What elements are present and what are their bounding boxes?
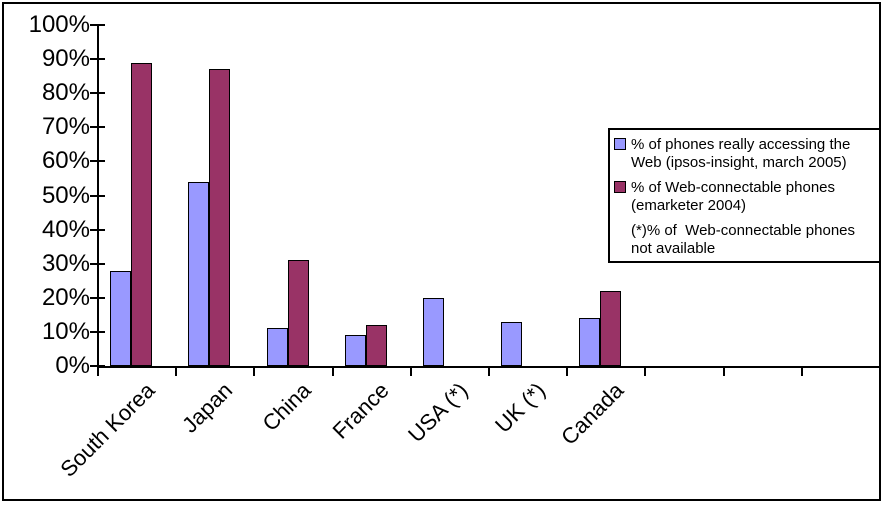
y-axis-tick-label: 10% (41, 317, 90, 345)
y-axis-tick-label: 50% (41, 181, 90, 209)
y-axis-tick (90, 92, 105, 95)
y-axis-tick (90, 228, 105, 231)
y-axis-tick (90, 365, 105, 367)
x-axis-tick (879, 368, 881, 376)
x-axis (97, 366, 881, 368)
legend-label: (*)% of Web-connectable phones not avail… (631, 222, 860, 257)
y-axis-tick-label: 30% (41, 249, 90, 277)
x-axis-tick (566, 368, 569, 376)
y-axis-tick (90, 330, 105, 333)
bar-series1-france (344, 335, 366, 366)
legend-label: % of Web-connectable phones (emarketer 2… (631, 179, 840, 214)
legend: % of phones really accessing the Web (ip… (608, 128, 881, 263)
y-axis-tick-label: 100% (28, 11, 90, 38)
legend-entry: % of Web-connectable phones (emarketer 2… (614, 179, 875, 215)
bar-series2-japan (209, 69, 231, 366)
y-axis-tick-label: 0% (55, 352, 90, 379)
y-axis-tick (90, 160, 105, 163)
y-axis-tick (90, 58, 105, 61)
x-axis-tick (175, 368, 178, 376)
bar-series1-china (266, 328, 288, 366)
x-axis-tick (800, 368, 803, 376)
x-axis-tick (722, 368, 725, 376)
y-axis-tick-label: 20% (41, 283, 90, 311)
bar-series1-south-korea (110, 271, 132, 366)
y-axis (97, 25, 99, 368)
y-axis-tick (90, 24, 105, 26)
plot-area (90, 24, 881, 376)
x-axis-tick (331, 368, 334, 376)
y-axis-tick (90, 194, 105, 197)
x-axis-tick (644, 368, 647, 376)
x-axis-tick (97, 368, 99, 376)
bar-series2-france (365, 325, 387, 366)
y-axis-tick-label: 60% (41, 147, 90, 175)
y-axis-tick-label: 80% (41, 79, 90, 107)
x-axis-tick (253, 368, 256, 376)
bar-series1-usa (422, 298, 444, 366)
legend-swatch-icon (614, 138, 626, 150)
y-axis-tick-label: 90% (41, 45, 90, 73)
legend-entry: (*)% of Web-connectable phones not avail… (614, 222, 875, 258)
y-axis-tick (90, 296, 105, 299)
bar-series2-china (287, 260, 309, 366)
y-axis-tick (90, 126, 105, 129)
x-axis-tick (488, 368, 490, 376)
y-axis-tick-label: 40% (41, 215, 90, 243)
bar-series2-south-korea (131, 63, 153, 366)
legend-swatch-icon (614, 181, 626, 193)
bar-series1-uk (501, 322, 523, 366)
y-axis-tick-label: 70% (41, 113, 90, 141)
legend-entry: % of phones really accessing the Web (ip… (614, 136, 875, 172)
legend-label: % of phones really accessing the Web (ip… (631, 136, 855, 171)
bar-series1-canada (579, 318, 601, 366)
bar-series2-canada (600, 291, 622, 366)
y-axis-tick (90, 262, 105, 265)
x-axis-tick (409, 368, 412, 376)
bar-series1-japan (188, 182, 210, 366)
